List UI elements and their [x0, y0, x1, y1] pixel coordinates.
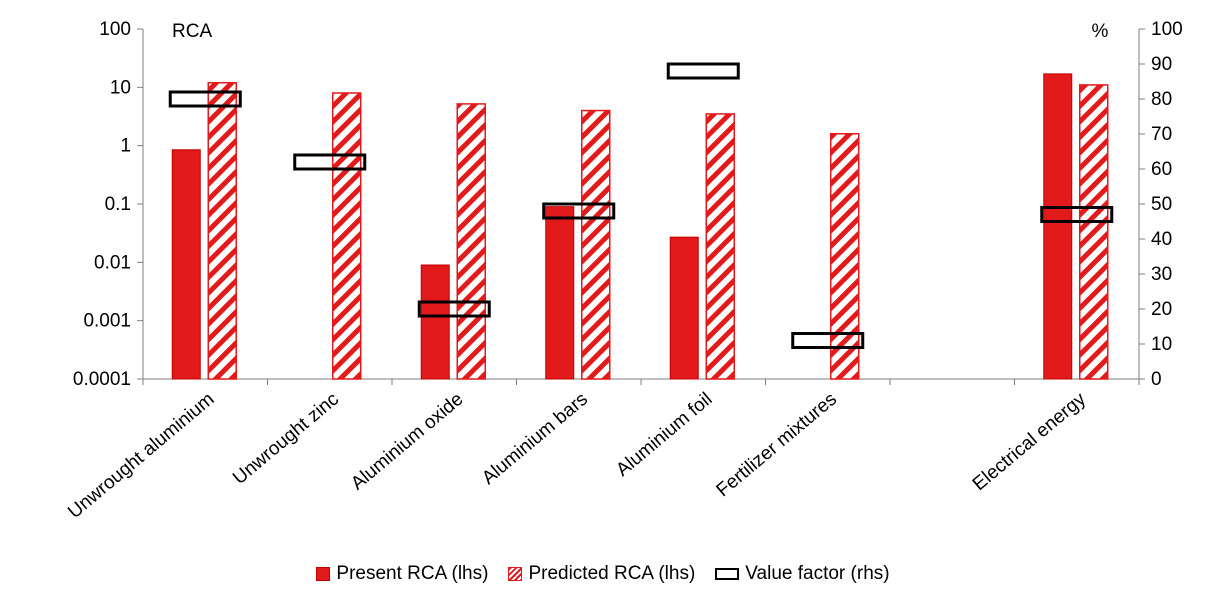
predicted-rca-bar — [581, 109, 611, 380]
bars-layer — [171, 73, 1109, 380]
left-tick-label: 0.001 — [83, 311, 131, 332]
value-factor-marker — [666, 62, 740, 80]
legend-item-present: Present RCA (lhs) — [316, 563, 488, 585]
value-factor-marker — [417, 300, 491, 318]
x-category-label: Aluminium bars — [478, 389, 592, 489]
right-tick-label: 50 — [1151, 194, 1172, 215]
predicted-rca-bar — [207, 81, 237, 380]
left-tick-label: 1 — [120, 136, 131, 157]
present-rca-bar — [1043, 73, 1073, 380]
predicted-rca-bar — [1079, 84, 1109, 380]
left-tick-label: 10 — [110, 77, 131, 98]
right-tick-label: 20 — [1151, 299, 1172, 320]
value-factor-marker — [168, 90, 242, 108]
legend-label-present: Present RCA (lhs) — [336, 563, 489, 584]
right-axis-title: % — [1092, 21, 1109, 42]
left-axis-title: RCA — [172, 21, 212, 42]
left-tick-label: 0.1 — [105, 194, 131, 215]
value-factor-marker — [293, 153, 367, 171]
present-swatch-icon — [316, 567, 331, 581]
x-category-label: Unwrought aluminium — [64, 389, 218, 523]
right-tick-label: 100 — [1151, 19, 1183, 40]
left-tick-label: 0.01 — [94, 252, 131, 273]
right-tick-label: 70 — [1151, 124, 1172, 145]
x-category-label: Electrical energy — [969, 388, 1090, 495]
legend-item-predicted: Predicted RCA (lhs) — [508, 563, 695, 585]
value-factor-markers — [168, 62, 1114, 349]
legend-label-value-factor: Value factor (rhs) — [745, 563, 890, 584]
value-factor-swatch-icon — [715, 568, 740, 580]
present-rca-bar — [420, 264, 450, 380]
predicted-rca-bar — [332, 92, 362, 380]
value-factor-marker — [542, 202, 616, 220]
predicted-rca-bar — [705, 113, 735, 380]
legend-item-value-factor: Value factor (rhs) — [715, 563, 890, 585]
right-tick-label: 60 — [1151, 159, 1172, 180]
x-category-label: Aluminium foil — [612, 389, 716, 481]
x-category-label: Aluminium oxide — [347, 389, 467, 495]
left-tick-label: 100 — [99, 19, 131, 40]
legend-label-predicted: Predicted RCA (lhs) — [528, 563, 696, 584]
right-tick-label: 30 — [1151, 264, 1172, 285]
value-factor-marker — [791, 332, 865, 349]
right-tick-label: 80 — [1151, 89, 1172, 110]
right-tick-label: 40 — [1151, 229, 1172, 250]
x-axis: Unwrought aluminium Unwrought zinc Alumini… — [64, 378, 1140, 523]
predicted-rca-bar — [456, 103, 486, 380]
left-tick-label: 0.0001 — [73, 369, 131, 390]
present-rca-bar — [545, 206, 575, 380]
present-rca-bar — [171, 149, 201, 380]
right-tick-label: 0 — [1151, 369, 1162, 390]
right-tick-label: 90 — [1151, 54, 1172, 75]
predicted-swatch-icon — [508, 567, 523, 581]
present-rca-bar — [669, 236, 699, 380]
value-factor-marker — [1040, 206, 1114, 223]
x-category-label: Fertilizer mixtures — [713, 389, 841, 501]
x-category-label: Unwrought zinc — [229, 389, 343, 489]
predicted-rca-bar — [830, 133, 860, 380]
right-tick-label: 10 — [1151, 334, 1172, 355]
legend: Present RCA (lhs) Predicted RCA (lhs) Va… — [0, 563, 1206, 585]
left-y-axis: 100 10 1 0.1 0.01 0.001 0.0001 — [73, 19, 144, 390]
